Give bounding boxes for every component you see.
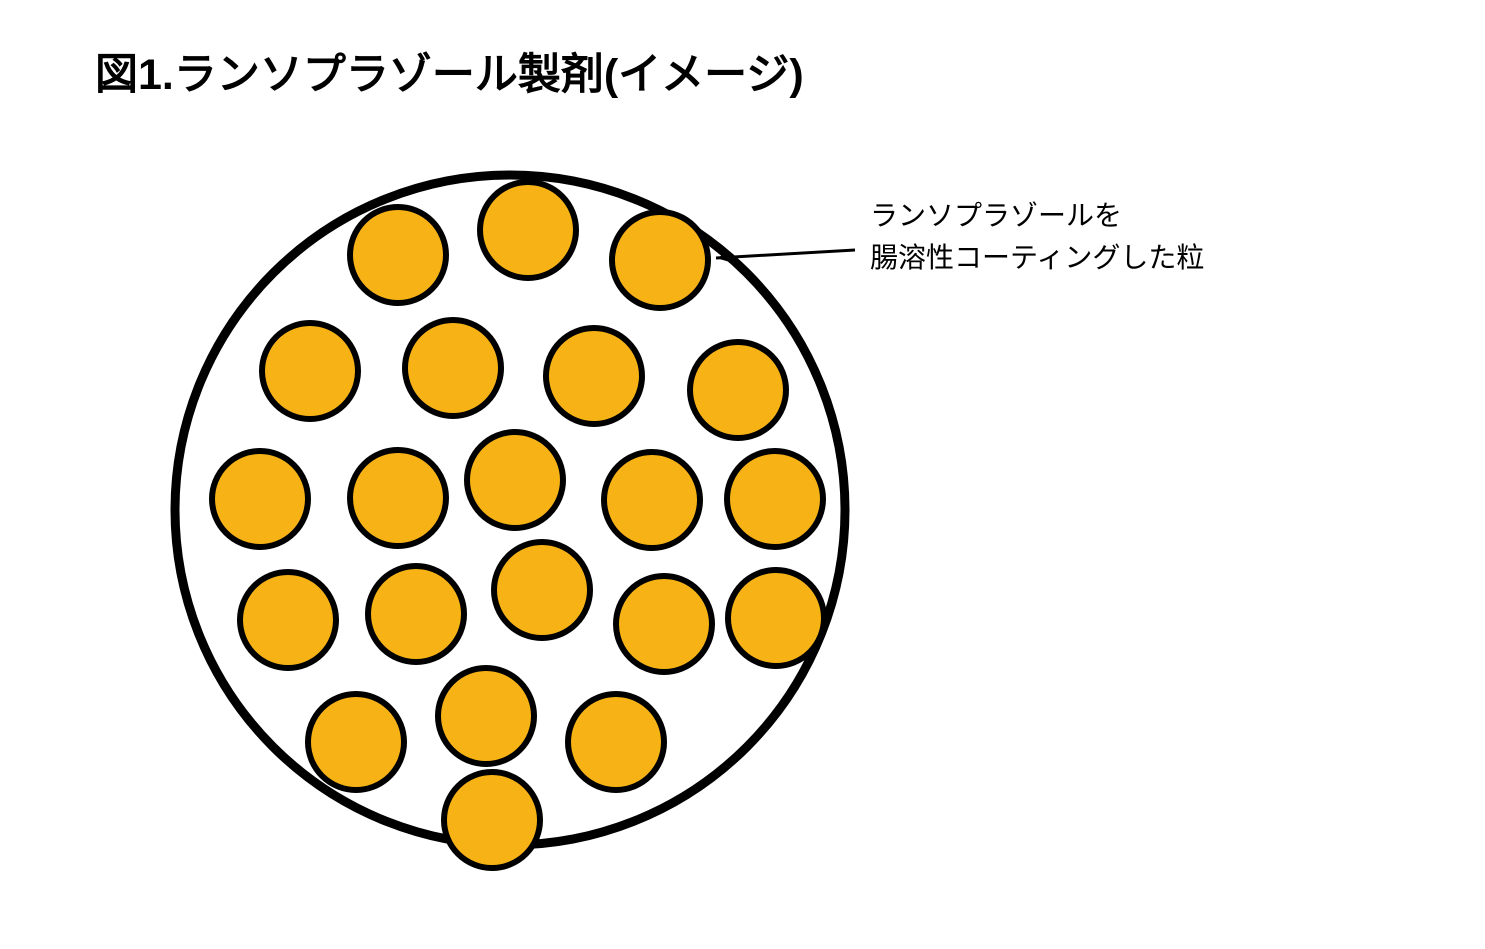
coated-particle <box>604 452 700 548</box>
coated-particle <box>728 570 824 666</box>
coated-particle <box>690 342 786 438</box>
coated-particle <box>467 432 563 528</box>
coated-particle <box>480 182 576 278</box>
coated-particle <box>350 450 446 546</box>
coated-particle <box>405 320 501 416</box>
coated-particle <box>616 576 712 672</box>
coated-particle <box>494 542 590 638</box>
coated-particle <box>444 772 540 868</box>
coated-particle <box>212 451 308 547</box>
tablet-diagram <box>0 0 1485 949</box>
coated-particle <box>727 451 823 547</box>
annotation-arrow-line <box>716 250 855 258</box>
coated-particle <box>350 207 446 303</box>
coated-particle <box>262 323 358 419</box>
coated-particle <box>438 668 534 764</box>
coated-particle <box>612 212 708 308</box>
coated-particle <box>308 694 404 790</box>
coated-particle <box>546 328 642 424</box>
coated-particle <box>240 572 336 668</box>
coated-particle <box>568 694 664 790</box>
coated-particle <box>368 566 464 662</box>
